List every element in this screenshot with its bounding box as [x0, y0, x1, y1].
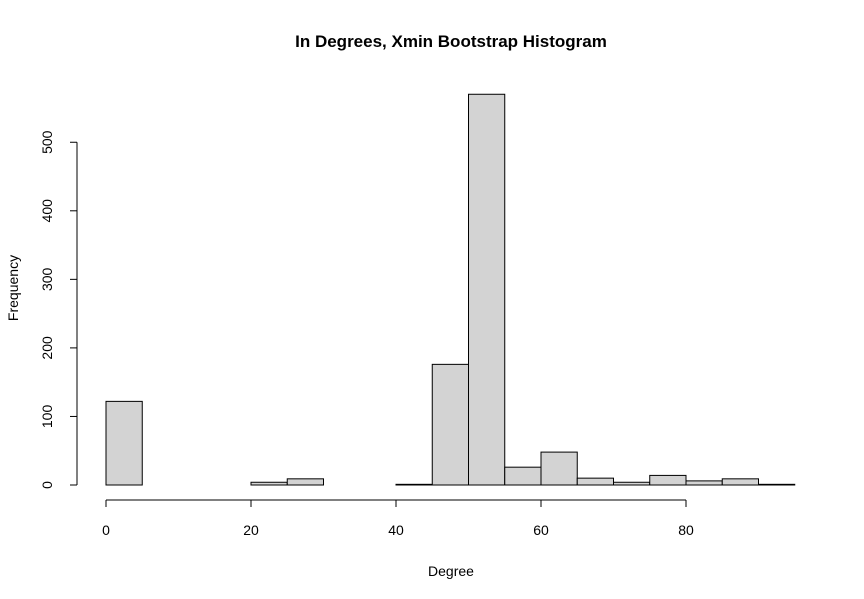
- x-tick-label-40: 40: [388, 522, 404, 538]
- y-tick-label-300: 300: [39, 267, 55, 291]
- histogram-bar-0: [105, 400, 143, 486]
- y-axis: 0 100 200 300 400 500: [39, 130, 78, 489]
- histogram-bar-17: [721, 478, 759, 486]
- histogram-bar-10: [468, 93, 506, 486]
- chart-title: In Degrees, Xmin Bootstrap Histogram: [295, 32, 607, 51]
- y-tick-label-500: 500: [39, 130, 55, 154]
- histogram-bar-15: [649, 474, 687, 486]
- y-tick-label-0: 0: [39, 481, 55, 489]
- y-tick-label-200: 200: [39, 336, 55, 360]
- histogram-bar-16: [685, 480, 723, 486]
- x-tick-label-60: 60: [533, 522, 549, 538]
- x-axis-label: Degree: [428, 563, 474, 579]
- histogram-bar-14: [613, 481, 651, 486]
- y-tick-label-400: 400: [39, 199, 55, 223]
- histogram-bar-4: [250, 481, 288, 486]
- bars-group: [105, 93, 796, 486]
- y-tick-label-100: 100: [39, 405, 55, 429]
- histogram-bar-5: [286, 478, 324, 486]
- x-tick-label-0: 0: [102, 522, 110, 538]
- histogram-bar-8: [395, 483, 433, 486]
- x-tick-label-80: 80: [678, 522, 694, 538]
- histogram-bar-12: [540, 451, 578, 486]
- histogram-bar-13: [576, 477, 614, 486]
- y-axis-label: Frequency: [5, 255, 21, 321]
- x-axis: 0 20 40 60 80: [102, 499, 694, 538]
- histogram-bar-9: [431, 363, 469, 486]
- histogram-bar-18: [758, 483, 796, 486]
- histogram-bar-11: [504, 466, 542, 486]
- x-tick-label-20: 20: [243, 522, 259, 538]
